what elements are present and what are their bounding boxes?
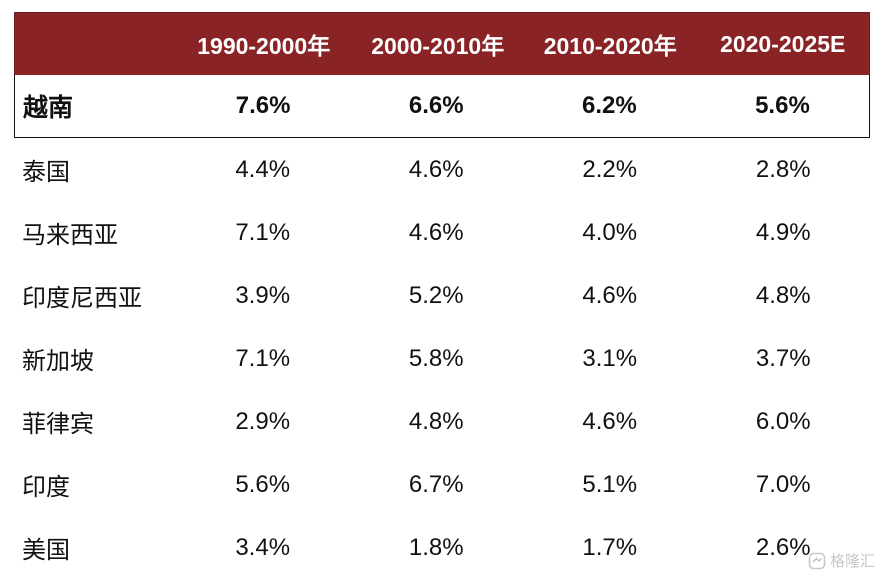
table-cell: 4.8% xyxy=(755,281,811,309)
row-label: 菲律宾 xyxy=(22,410,94,438)
header-col-2000-2010: 2000-2010年 xyxy=(371,33,505,59)
header-col-2020-2025e: 2020-2025E xyxy=(720,30,846,57)
table-cell: 7.1% xyxy=(235,344,291,372)
table-cell: 5.6% xyxy=(235,470,291,498)
table-cell: 3.7% xyxy=(755,344,811,372)
table-cell: 4.4% xyxy=(235,155,291,183)
watermark: 格隆汇 xyxy=(808,550,875,571)
table-cell: 3.1% xyxy=(582,344,638,372)
row-label: 越南 xyxy=(23,93,74,122)
table-cell: 3.9% xyxy=(235,281,291,309)
table-cell: 4.6% xyxy=(408,218,464,246)
table-cell: 4.0% xyxy=(582,218,638,246)
table-cell: 2.6% xyxy=(755,533,811,561)
table-cell: 6.0% xyxy=(755,407,811,435)
table-cell: 2.9% xyxy=(235,407,291,435)
table-row-singapore: 新加坡 7.1% 5.8% 3.1% 3.7% xyxy=(14,327,870,390)
header-col-1990-2000: 1990-2000年 xyxy=(197,33,331,59)
table-row-india: 印度 5.6% 6.7% 5.1% 7.0% xyxy=(14,453,870,516)
header-col-2010-2020: 2010-2020年 xyxy=(543,33,677,59)
gelonghui-logo-icon xyxy=(808,552,826,569)
table-cell: 3.4% xyxy=(235,533,291,561)
table-cell: 5.8% xyxy=(408,344,464,372)
table-cell: 5.1% xyxy=(582,470,638,498)
table-row-usa: 美国 3.4% 1.8% 1.7% 2.6% xyxy=(14,516,870,579)
row-label: 美国 xyxy=(22,536,70,564)
table-row-vietnam: 越南 7.6% 6.6% 6.2% 5.6% xyxy=(14,75,870,138)
watermark-text: 格隆汇 xyxy=(829,552,875,570)
table-row-thailand: 泰国 4.4% 4.6% 2.2% 2.8% xyxy=(14,138,870,201)
table-cell: 6.2% xyxy=(581,92,637,119)
table-cell: 4.8% xyxy=(408,407,464,435)
row-label: 印度 xyxy=(22,473,70,501)
table-cell: 7.0% xyxy=(755,470,811,498)
table-cell: 1.7% xyxy=(582,533,638,561)
table-cell: 1.8% xyxy=(408,533,464,561)
row-label: 马来西亚 xyxy=(22,221,118,249)
table-cell: 4.6% xyxy=(582,407,638,435)
growth-table: 1990-2000年 2000-2010年 2010-2020年 2020-20… xyxy=(14,12,870,579)
table-header-row: 1990-2000年 2000-2010年 2010-2020年 2020-20… xyxy=(14,12,870,75)
table-cell: 4.6% xyxy=(408,155,464,183)
row-label: 泰国 xyxy=(22,158,70,186)
table-cell: 4.6% xyxy=(582,281,638,309)
table-cell: 7.1% xyxy=(235,218,291,246)
table-cell: 5.2% xyxy=(408,281,464,309)
table-cell: 5.6% xyxy=(755,92,810,119)
row-label: 新加坡 xyxy=(22,347,94,375)
table-cell: 6.7% xyxy=(408,470,464,498)
table-cell: 2.8% xyxy=(755,155,811,183)
table-row-indonesia: 印度尼西亚 3.9% 5.2% 4.6% 4.8% xyxy=(14,264,870,327)
table-row-malaysia: 马来西亚 7.1% 4.6% 4.0% 4.9% xyxy=(14,201,870,264)
table-cell: 6.6% xyxy=(408,92,464,119)
row-label: 印度尼西亚 xyxy=(22,284,142,312)
table-cell: 4.9% xyxy=(755,218,811,246)
table-row-philippines: 菲律宾 2.9% 4.8% 4.6% 6.0% xyxy=(14,390,870,453)
table-cell: 2.2% xyxy=(582,155,638,183)
table-cell: 7.6% xyxy=(235,92,291,119)
